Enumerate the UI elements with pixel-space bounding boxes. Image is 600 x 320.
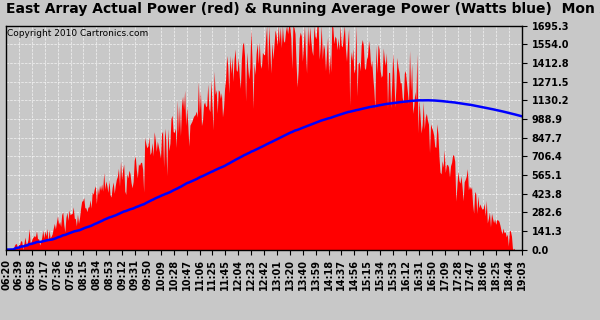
Text: East Array Actual Power (red) & Running Average Power (Watts blue)  Mon Apr 19 1: East Array Actual Power (red) & Running …: [6, 2, 600, 16]
Text: Copyright 2010 Cartronics.com: Copyright 2010 Cartronics.com: [7, 29, 148, 38]
